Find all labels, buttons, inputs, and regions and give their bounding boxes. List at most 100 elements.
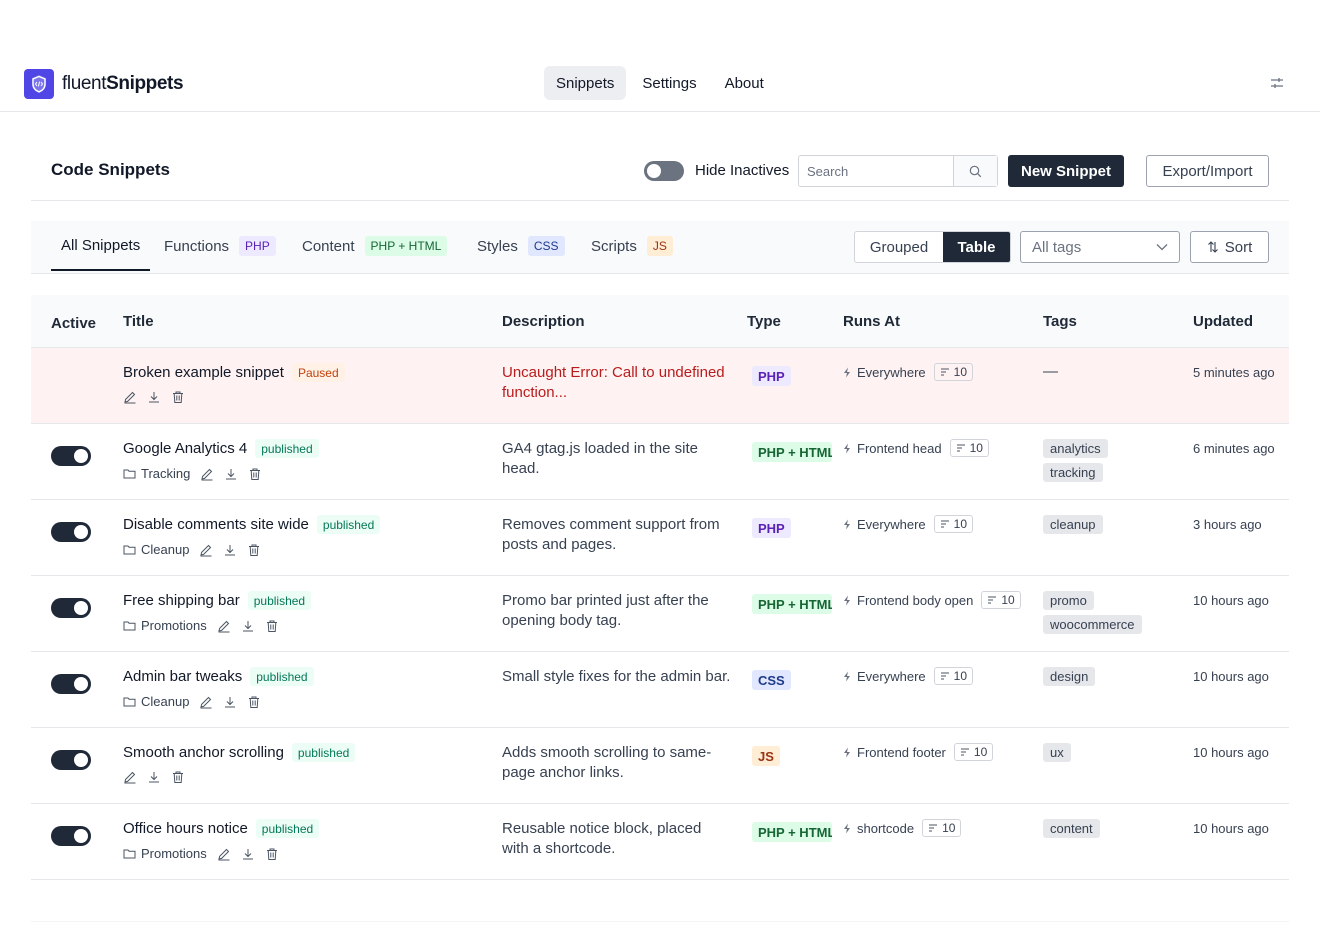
tag-chip[interactable]: design: [1043, 667, 1096, 686]
tab-all-snippets[interactable]: All Snippets: [51, 221, 151, 271]
runs-at-label: Frontend head: [857, 440, 942, 456]
type-badge: PHP + HTML: [752, 594, 832, 614]
trash-icon[interactable]: [265, 619, 279, 633]
type-badge: JS: [752, 746, 780, 766]
download-icon[interactable]: [223, 543, 237, 557]
snippet-actions: [123, 390, 195, 404]
edit-icon[interactable]: [123, 390, 137, 404]
export-import-button[interactable]: Export/Import: [1146, 155, 1269, 187]
snippet-actions: Cleanup: [123, 694, 271, 709]
runs-at: shortcode 10: [843, 819, 962, 837]
trash-icon[interactable]: [171, 770, 185, 784]
tab-scripts[interactable]: Scripts JS: [591, 221, 673, 271]
download-icon[interactable]: [241, 619, 255, 633]
brand[interactable]: fluentSnippets: [24, 69, 184, 99]
bolt-icon: [844, 519, 850, 529]
edit-icon[interactable]: [199, 695, 213, 709]
snippet-group[interactable]: Cleanup: [141, 542, 190, 557]
tags-filter-select[interactable]: All tags: [1020, 231, 1180, 263]
download-icon[interactable]: [223, 695, 237, 709]
tab-functions[interactable]: Functions PHP: [164, 221, 276, 271]
snippet-title[interactable]: Smooth anchor scrolling: [123, 744, 284, 761]
column-updated[interactable]: Updated: [1193, 313, 1253, 330]
download-icon[interactable]: [147, 390, 161, 404]
tag-chip[interactable]: tracking: [1043, 463, 1103, 482]
edit-icon[interactable]: [123, 770, 137, 784]
grouped-view-button[interactable]: Grouped: [869, 238, 929, 256]
tag-chip[interactable]: promo: [1043, 591, 1094, 610]
active-toggle[interactable]: [51, 446, 91, 466]
trash-icon[interactable]: [265, 847, 279, 861]
nav-settings[interactable]: Settings: [642, 74, 697, 92]
tag-chip[interactable]: cleanup: [1043, 515, 1103, 534]
download-icon[interactable]: [241, 847, 255, 861]
tag-chip[interactable]: woocommerce: [1043, 615, 1142, 634]
snippet-title[interactable]: Disable comments site wide: [123, 516, 309, 533]
sliders-icon[interactable]: [1269, 75, 1285, 91]
snippet-group[interactable]: Promotions: [141, 846, 207, 861]
status-badge: published: [316, 515, 381, 534]
tab-badge: CSS: [527, 236, 565, 256]
column-title[interactable]: Title: [123, 313, 154, 330]
search-button[interactable]: [953, 156, 997, 186]
folder-icon: [123, 545, 136, 555]
type-badge: PHP + HTML: [752, 442, 832, 462]
edit-icon[interactable]: [217, 847, 231, 861]
tags-cell: cleanup: [1043, 515, 1163, 539]
table-view-button[interactable]: Table: [943, 232, 1010, 262]
edit-icon[interactable]: [199, 543, 213, 557]
active-toggle[interactable]: [51, 750, 91, 770]
active-toggle[interactable]: [51, 826, 91, 846]
runs-at: Frontend head 10: [843, 439, 989, 457]
priority-icon: [940, 520, 949, 528]
tab-content[interactable]: Content PHP + HTML: [302, 221, 448, 271]
column-type[interactable]: Type: [747, 313, 781, 330]
trash-icon[interactable]: [248, 467, 262, 481]
column-active[interactable]: Active: [51, 315, 97, 332]
hide-inactives-toggle[interactable]: [644, 161, 684, 181]
snippet-title[interactable]: Office hours notice: [123, 820, 248, 837]
snippet-title[interactable]: Free shipping bar: [123, 592, 240, 609]
divider: [31, 921, 1289, 922]
download-icon[interactable]: [224, 467, 238, 481]
trash-icon[interactable]: [247, 695, 261, 709]
column-runs-at[interactable]: Runs At: [843, 313, 900, 330]
new-snippet-button[interactable]: New Snippet: [1008, 155, 1124, 187]
type-badge: PHP + HTML: [752, 822, 832, 842]
snippet-title-line: Smooth anchor scrolling published: [123, 743, 356, 762]
snippet-group[interactable]: Tracking: [141, 466, 191, 481]
tag-chip[interactable]: analytics: [1043, 439, 1108, 458]
edit-icon[interactable]: [217, 619, 231, 633]
snippet-group[interactable]: Cleanup: [141, 694, 190, 709]
active-toggle[interactable]: [51, 674, 91, 694]
nav-about[interactable]: About: [724, 74, 764, 92]
updated-time: 10 hours ago: [1193, 821, 1269, 836]
priority-badge: 10: [933, 667, 973, 685]
tags-cell: promo woocommerce: [1043, 591, 1163, 639]
sort-button[interactable]: Sort: [1190, 231, 1269, 263]
snippet-description: Promo bar printed just after the opening…: [502, 592, 709, 629]
edit-icon[interactable]: [200, 467, 214, 481]
filter-bar: All Snippets Functions PHP Content PHP +…: [31, 221, 1289, 274]
type-badge: CSS: [752, 670, 791, 690]
snippet-group[interactable]: Promotions: [141, 618, 207, 633]
column-tags[interactable]: Tags: [1043, 313, 1077, 330]
tab-styles[interactable]: Styles CSS: [477, 221, 565, 271]
nav-snippets[interactable]: Snippets: [544, 66, 627, 100]
runs-at-label: shortcode: [857, 820, 915, 836]
search-input[interactable]: [799, 156, 953, 186]
snippet-title[interactable]: Broken example snippet: [123, 364, 284, 381]
active-toggle[interactable]: [51, 598, 91, 618]
column-description[interactable]: Description: [502, 313, 585, 330]
snippet-title-line: Office hours notice published: [123, 819, 320, 838]
download-icon[interactable]: [147, 770, 161, 784]
trash-icon[interactable]: [247, 543, 261, 557]
tag-chip[interactable]: content: [1043, 819, 1100, 838]
runs-at: Everywhere 10: [843, 515, 973, 533]
tag-chip[interactable]: ux: [1043, 743, 1071, 762]
bolt-icon: [844, 443, 850, 453]
trash-icon[interactable]: [171, 390, 185, 404]
active-toggle[interactable]: [51, 522, 91, 542]
snippet-title[interactable]: Admin bar tweaks: [123, 668, 243, 685]
snippet-title[interactable]: Google Analytics 4: [123, 440, 248, 457]
